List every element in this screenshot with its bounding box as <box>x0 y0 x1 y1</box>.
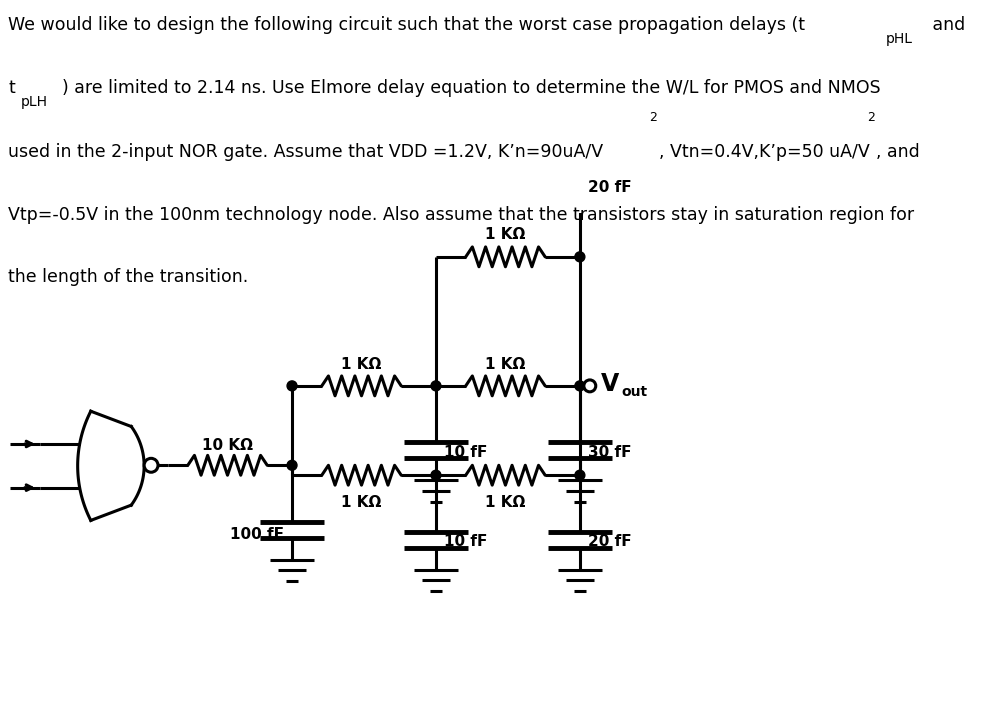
Text: 1 KΩ: 1 KΩ <box>484 357 526 372</box>
Circle shape <box>575 470 585 480</box>
Text: We would like to design the following circuit such that the worst case propagati: We would like to design the following ci… <box>8 16 804 34</box>
Text: 20 fF: 20 fF <box>587 534 631 549</box>
Circle shape <box>430 470 440 480</box>
Text: pLH: pLH <box>21 95 48 109</box>
Text: t: t <box>8 79 15 97</box>
Text: 1 KΩ: 1 KΩ <box>341 496 381 510</box>
Text: 20 fF: 20 fF <box>587 180 631 195</box>
Text: ) are limited to 2.14 ns. Use Elmore delay equation to determine the W/L for PMO: ) are limited to 2.14 ns. Use Elmore del… <box>62 79 880 97</box>
Text: 1 KΩ: 1 KΩ <box>484 496 526 510</box>
Text: 1 KΩ: 1 KΩ <box>484 228 526 242</box>
Text: 10 fF: 10 fF <box>443 445 486 460</box>
Text: 2: 2 <box>867 111 875 124</box>
Circle shape <box>287 381 297 391</box>
Text: used in the 2-input NOR gate. Assume that VDD =1.2V, K’n=90uA/V: used in the 2-input NOR gate. Assume tha… <box>8 143 603 161</box>
Text: 30 fF: 30 fF <box>587 445 631 460</box>
Text: 10 fF: 10 fF <box>443 534 486 549</box>
Circle shape <box>575 252 585 262</box>
Circle shape <box>430 381 440 391</box>
Text: $\mathbf{V}$: $\mathbf{V}$ <box>599 372 619 396</box>
Circle shape <box>575 381 585 391</box>
Text: out: out <box>621 385 647 399</box>
Text: Vtp=-0.5V in the 100nm technology node. Also assume that the transistors stay in: Vtp=-0.5V in the 100nm technology node. … <box>8 206 914 225</box>
Text: 10 KΩ: 10 KΩ <box>202 438 253 453</box>
Circle shape <box>584 380 595 392</box>
Text: 1 KΩ: 1 KΩ <box>341 357 381 372</box>
Text: , Vtn=0.4V,K’p=50 uA/V: , Vtn=0.4V,K’p=50 uA/V <box>658 143 869 161</box>
Circle shape <box>287 460 297 470</box>
Text: the length of the transition.: the length of the transition. <box>8 268 248 286</box>
Circle shape <box>144 458 157 472</box>
Text: , and: , and <box>876 143 920 161</box>
Text: 100 fF: 100 fF <box>230 527 284 542</box>
Text: 2: 2 <box>649 111 657 124</box>
Text: and: and <box>926 16 964 34</box>
Text: pHL: pHL <box>885 32 912 46</box>
